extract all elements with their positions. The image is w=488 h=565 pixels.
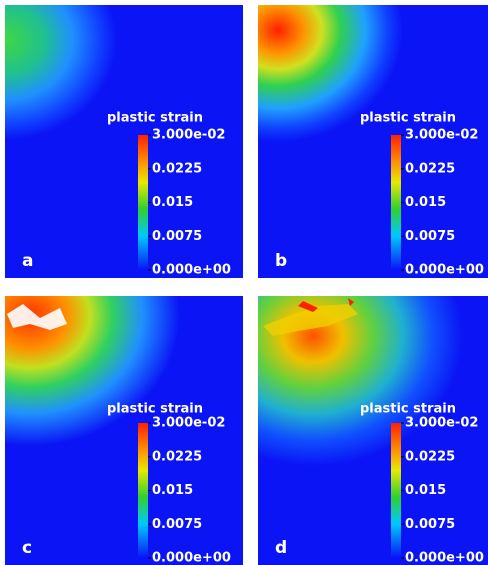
colorbar-title: plastic strain	[107, 402, 203, 417]
strain-field	[5, 5, 117, 140]
colorbar-title: plastic strain	[360, 402, 456, 417]
plot	[5, 296, 243, 565]
plot	[258, 296, 488, 565]
colorbar	[138, 423, 148, 558]
colorbar-tick-label: 0.0225	[405, 161, 455, 176]
colorbar	[138, 135, 148, 270]
colorbar-tick-label: 3.000e-02	[152, 416, 225, 431]
strain-field	[5, 296, 180, 446]
panel: plastic strain 3.000e-02 0.0225 0.015 0.0075…	[5, 5, 243, 278]
colorbar-tick-label: 0.0225	[152, 161, 202, 176]
strain-field	[258, 5, 403, 142]
colorbar-tick-label: 0.000e+00	[152, 551, 231, 565]
colorbar-tick-label: 0.000e+00	[405, 263, 484, 278]
strain-field	[258, 296, 463, 466]
colorbar	[391, 423, 401, 558]
colorbar-tick-label: 0.000e+00	[405, 551, 484, 565]
colorbar-title: plastic strain	[107, 111, 203, 126]
colorbar-title: plastic strain	[360, 111, 456, 126]
colorbar	[391, 135, 401, 270]
damage	[263, 304, 358, 336]
colorbar-tick-label: 0.0075	[405, 517, 455, 532]
damage	[298, 298, 354, 312]
colorbar-tick-label: 3.000e-02	[405, 416, 478, 431]
damage	[7, 304, 67, 330]
colorbar-tick-label: 0.015	[405, 483, 446, 498]
colorbar-tick-label: 0.0075	[405, 229, 455, 244]
plot	[258, 5, 488, 278]
panel-label: b	[275, 251, 287, 271]
colorbar-tick-label: 0.000e+00	[152, 263, 231, 278]
panel-label: a	[22, 251, 33, 271]
colorbar-tick-label: 0.015	[152, 195, 193, 210]
panel: plastic strain 3.000e-02 0.0225 0.015 0.0075…	[258, 5, 488, 278]
colorbar-tick-label: 0.015	[405, 195, 446, 210]
plot	[5, 5, 243, 278]
colorbar-tick-label: 0.0225	[405, 449, 455, 464]
panel-label: c	[22, 538, 32, 558]
colorbar-tick-label: 3.000e-02	[152, 128, 225, 143]
colorbar-tick-label: 3.000e-02	[405, 128, 478, 143]
colorbar-tick-label: 0.015	[152, 483, 193, 498]
colorbar-tick-label: 0.0225	[152, 449, 202, 464]
panel-label: d	[275, 538, 287, 558]
colorbar-tick-label: 0.0075	[152, 517, 202, 532]
colorbar-tick-label: 0.0075	[152, 229, 202, 244]
